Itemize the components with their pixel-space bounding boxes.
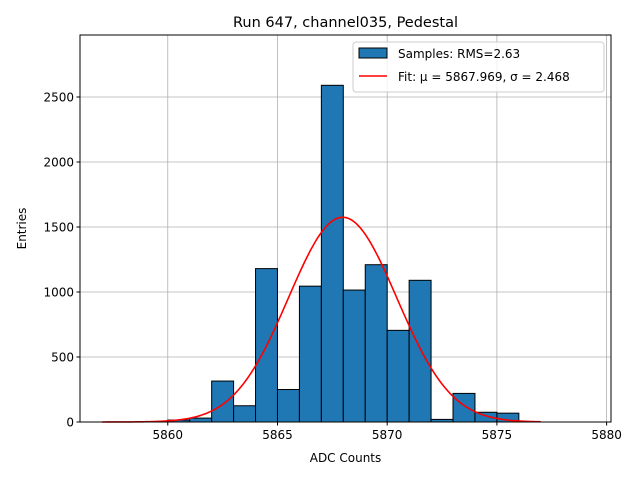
histogram-bar: [189, 417, 213, 423]
y-axis-label: Entries: [15, 208, 29, 250]
x-tick-label: 5865: [262, 428, 293, 442]
y-tick-label: 2000: [43, 156, 74, 170]
y-tick-label: 0: [66, 416, 74, 430]
histogram-bar: [364, 264, 388, 423]
histogram-bar: [298, 285, 322, 423]
histogram-bar: [276, 389, 300, 423]
chart-title: Run 647, channel035, Pedestal: [233, 15, 458, 31]
y-tick-label: 1500: [43, 221, 74, 235]
plot-frame: [79, 34, 612, 423]
x-axis: 5860 5865 5870 5875 5880: [152, 422, 622, 442]
y-tick-label: 500: [51, 351, 74, 365]
histogram-bar: [452, 392, 476, 423]
legend-frame: [352, 41, 605, 93]
histogram-bar: [211, 380, 235, 423]
legend-label-fit: Fit: μ = 5867.969, σ = 2.468: [398, 70, 570, 84]
fit-curve: [101, 216, 541, 423]
histogram-bar: [320, 84, 344, 423]
histogram-bar: [408, 279, 432, 423]
histogram-bar: [233, 405, 257, 423]
bars: [167, 84, 520, 423]
histogram-bar: [386, 329, 410, 423]
histogram-bar: [342, 289, 366, 423]
legend: Samples: RMS=2.63 Fit: μ = 5867.969, σ =…: [352, 41, 605, 93]
y-axis: 0 500 1000 1500 2000 2500: [43, 91, 80, 430]
x-axis-label: ADC Counts: [310, 451, 382, 465]
x-tick-label: 5860: [152, 428, 183, 442]
x-tick-label: 5880: [591, 428, 622, 442]
x-tick-label: 5870: [372, 428, 403, 442]
legend-swatch-samples: [358, 47, 388, 59]
legend-label-samples: Samples: RMS=2.63: [398, 47, 520, 61]
y-tick-label: 1000: [43, 286, 74, 300]
y-tick-label: 2500: [43, 91, 74, 105]
x-tick-label: 5875: [482, 428, 513, 442]
